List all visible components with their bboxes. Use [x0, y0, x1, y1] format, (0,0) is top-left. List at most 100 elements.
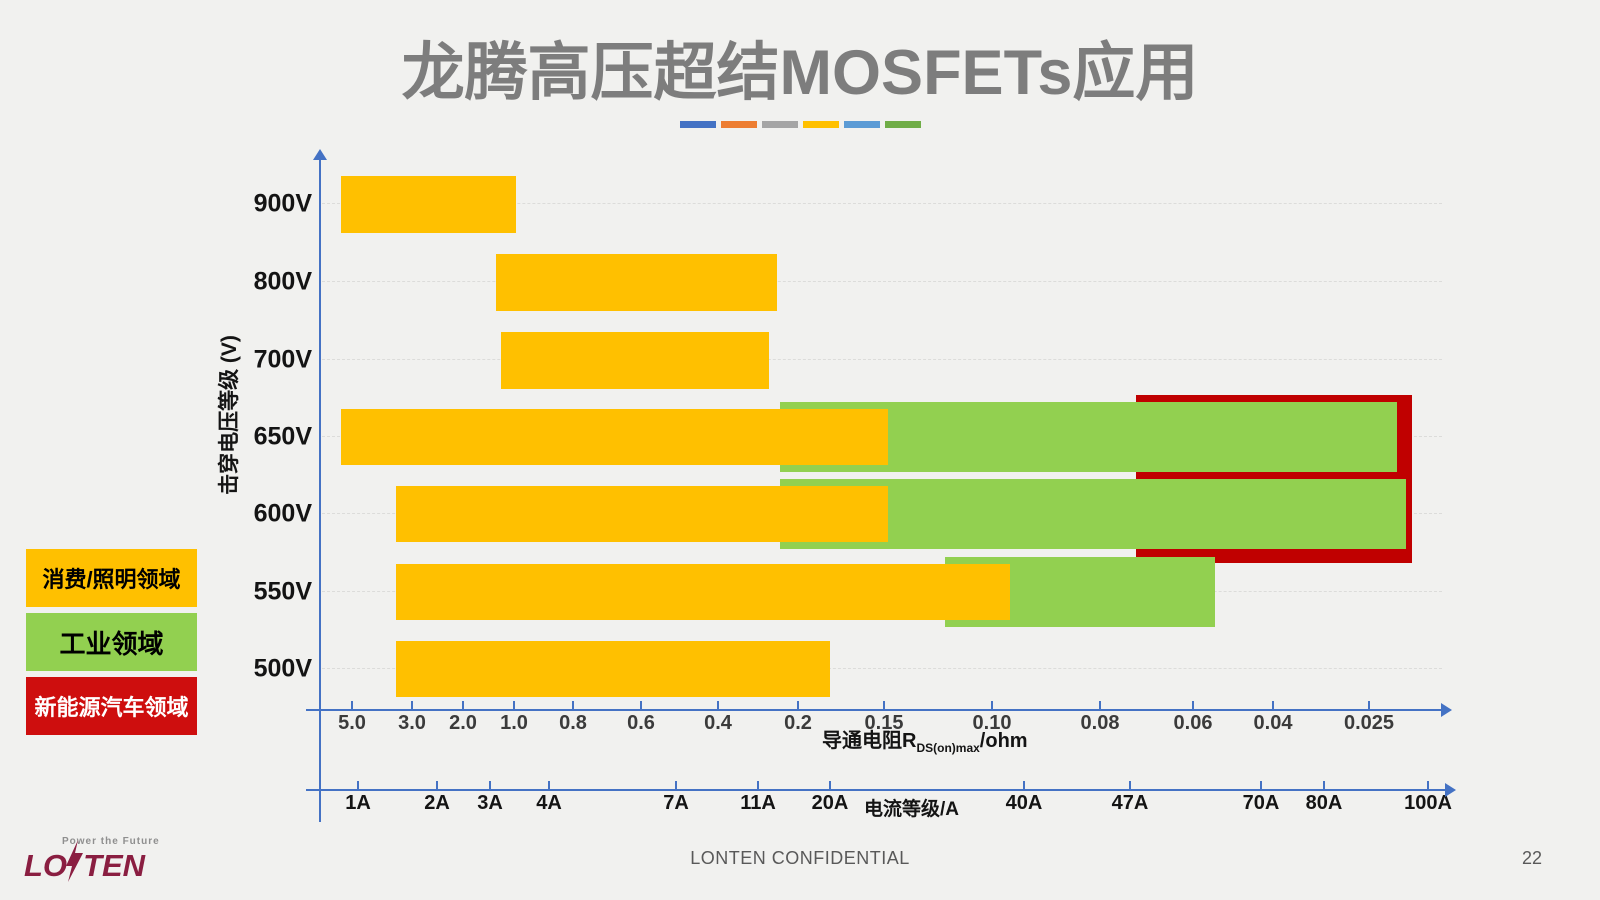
lonten-logo: Power the Future LO TEN	[24, 836, 160, 883]
current-tick-47A	[1129, 781, 1131, 790]
footer-confidential: LONTEN CONFIDENTIAL	[690, 848, 910, 868]
current-tick-label-3A: 3A	[477, 792, 503, 814]
gridline-500V	[322, 668, 1442, 669]
x-axis-current-line	[306, 789, 1446, 791]
current-tick-1A	[357, 781, 359, 790]
resistance-tick-label-1.0: 1.0	[500, 712, 528, 734]
current-tick-11A	[757, 781, 759, 790]
resistance-tick-label-0.10: 0.10	[972, 712, 1012, 734]
current-tick-label-11A: 11A	[740, 792, 776, 814]
x-axis-resistance-arrow-icon	[1441, 703, 1452, 717]
current-tick-label-2A: 2A	[424, 792, 450, 814]
y-axis-arrow-icon	[313, 149, 327, 160]
current-tick-label-40A: 40A	[1005, 792, 1043, 814]
resistance-tick-3.0	[411, 701, 413, 710]
resistance-tick-2.0	[462, 701, 464, 710]
accent-dash-2	[720, 121, 757, 128]
resistance-tick-0.025	[1368, 701, 1370, 710]
current-tick-70A	[1260, 781, 1262, 790]
resistance-tick-0.08	[1099, 701, 1101, 710]
resistance-tick-label-2.0: 2.0	[449, 712, 477, 734]
y-tick-label-600V: 600V	[253, 499, 312, 528]
page-number: 22	[1521, 848, 1542, 868]
resistance-tick-0.6	[640, 701, 642, 710]
current-tick-80A	[1323, 781, 1325, 790]
lightning-bolt-icon	[66, 840, 84, 882]
current-tick-3A	[489, 781, 491, 790]
legend-item-3: 新能源汽车领域	[26, 677, 197, 735]
current-tick-label-70A: 70A	[1242, 792, 1280, 814]
current-tick-label-100A: 100A	[1404, 792, 1452, 814]
resistance-tick-label-0.06: 0.06	[1173, 712, 1213, 734]
resistance-label-subscript: DS(on)max	[916, 741, 980, 755]
resistance-tick-label-0.08: 0.08	[1080, 712, 1120, 734]
x-axis-current-arrow-icon	[1445, 783, 1456, 797]
current-tick-label-80A: 80A	[1305, 792, 1343, 814]
accent-dash-5	[843, 121, 880, 128]
y-tick-label-900V: 900V	[253, 189, 312, 218]
y-tick-label-550V: 550V	[253, 577, 312, 606]
y-tick-label-700V: 700V	[253, 345, 312, 374]
bar-650v-consumer	[341, 409, 888, 465]
resistance-tick-5.0	[351, 701, 353, 710]
resistance-tick-0.10	[991, 701, 993, 710]
page-title: 龙腾高压超结MOSFETs应用	[401, 38, 1199, 108]
current-tick-20A	[829, 781, 831, 790]
resistance-tick-label-0.6: 0.6	[627, 712, 655, 734]
bar-800v-consumer	[496, 254, 777, 311]
y-tick-label-500V: 500V	[253, 654, 312, 683]
legend-item-2: 工业领域	[26, 613, 197, 671]
resistance-tick-0.4	[717, 701, 719, 710]
y-axis-title: 击穿电压等级 (V)	[218, 335, 241, 495]
current-tick-4A	[548, 781, 550, 790]
accent-dash-3	[761, 121, 798, 128]
current-tick-7A	[675, 781, 677, 790]
gridline-900V	[322, 203, 1442, 204]
y-axis-line	[319, 158, 321, 822]
resistance-tick-label-0.025: 0.025	[1343, 712, 1395, 734]
accent-dash-4	[802, 121, 839, 128]
x-axis-current-title: 电流等级/A	[864, 799, 960, 820]
current-tick-100A	[1427, 781, 1429, 790]
resistance-label-prefix: 导通电阻R	[822, 730, 917, 752]
resistance-tick-0.2	[797, 701, 799, 710]
current-tick-label-7A: 7A	[663, 792, 689, 814]
current-tick-2A	[436, 781, 438, 790]
resistance-tick-0.15	[883, 701, 885, 710]
x-axis-resistance-title: 导通电阻RDS(on)max/ohm	[822, 724, 1028, 755]
resistance-tick-1.0	[513, 701, 515, 710]
current-tick-label-20A: 20A	[811, 792, 849, 814]
resistance-tick-label-0.04: 0.04	[1253, 712, 1293, 734]
bar-700v-consumer	[501, 332, 769, 389]
current-tick-40A	[1023, 781, 1025, 790]
bar-900v-consumer	[341, 176, 516, 233]
resistance-tick-label-0.2: 0.2	[784, 712, 812, 734]
y-tick-label-650V: 650V	[253, 422, 312, 451]
resistance-tick-label-0.8: 0.8	[559, 712, 587, 734]
bar-600v-consumer	[396, 486, 888, 542]
resistance-tick-label-3.0: 3.0	[398, 712, 426, 734]
current-tick-label-1A: 1A	[345, 792, 371, 814]
resistance-tick-0.04	[1272, 701, 1274, 710]
current-tick-label-4A: 4A	[536, 792, 562, 814]
logo-text-left: LO	[24, 848, 68, 883]
resistance-tick-label-0.4: 0.4	[704, 712, 732, 734]
resistance-tick-0.06	[1192, 701, 1194, 710]
current-tick-label-47A: 47A	[1111, 792, 1149, 814]
resistance-tick-0.8	[572, 701, 574, 710]
legend-item-1: 消费/照明领域	[26, 549, 197, 607]
resistance-label-suffix: /ohm	[979, 730, 1028, 752]
gridline-700V	[322, 359, 1442, 360]
title-accent-dashes	[0, 121, 1600, 129]
logo-tagline: Power the Future	[62, 836, 160, 847]
resistance-tick-label-5.0: 5.0	[338, 712, 366, 734]
logo-text-right: TEN	[83, 848, 146, 883]
bar-550v-consumer	[396, 564, 1010, 620]
y-tick-label-800V: 800V	[253, 267, 312, 296]
x-axis-resistance-line	[306, 709, 1442, 711]
accent-dash-1	[679, 121, 716, 128]
accent-dash-6	[884, 121, 921, 128]
gridline-800V	[322, 281, 1442, 282]
